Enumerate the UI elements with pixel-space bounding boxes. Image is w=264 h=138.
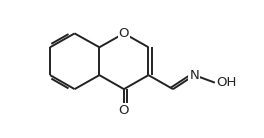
Text: O: O	[119, 104, 129, 117]
Text: OH: OH	[216, 76, 236, 89]
Text: O: O	[119, 27, 129, 40]
Text: N: N	[190, 69, 199, 82]
